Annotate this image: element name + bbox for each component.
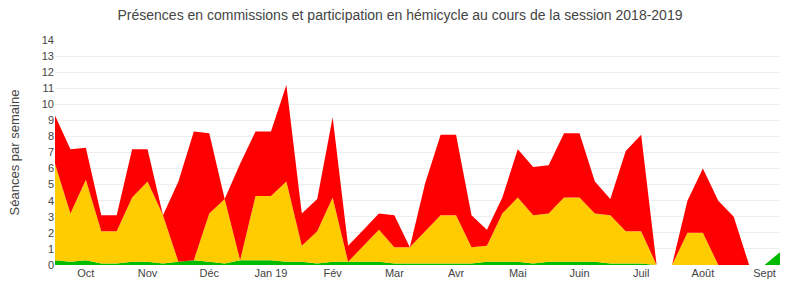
svg-text:Séances par semaine: Séances par semaine: [7, 90, 22, 216]
svg-text:6: 6: [48, 162, 54, 174]
svg-text:5: 5: [48, 178, 54, 190]
svg-text:Avr: Avr: [448, 267, 465, 279]
svg-text:Oct: Oct: [77, 267, 94, 279]
svg-text:Juin: Juin: [569, 267, 589, 279]
svg-text:13: 13: [42, 50, 54, 62]
svg-text:Jan 19: Jan 19: [254, 267, 287, 279]
svg-text:12: 12: [42, 66, 54, 78]
svg-text:7: 7: [48, 146, 54, 158]
svg-text:Mar: Mar: [385, 267, 404, 279]
svg-text:Fév: Fév: [323, 267, 342, 279]
svg-text:14: 14: [42, 34, 54, 46]
svg-text:4: 4: [48, 195, 54, 207]
svg-text:Juil: Juil: [633, 267, 650, 279]
svg-text:10: 10: [42, 98, 54, 110]
svg-text:1: 1: [48, 243, 54, 255]
svg-text:8: 8: [48, 130, 54, 142]
svg-text:Sept: Sept: [753, 267, 776, 279]
svg-text:Mai: Mai: [509, 267, 527, 279]
svg-text:Présences en commissions et pa: Présences en commissions et participatio…: [118, 7, 683, 23]
svg-text:9: 9: [48, 114, 54, 126]
svg-text:Déc: Déc: [199, 267, 219, 279]
svg-text:Août: Août: [692, 267, 715, 279]
svg-text:2: 2: [48, 227, 54, 239]
svg-text:3: 3: [48, 211, 54, 223]
svg-text:Nov: Nov: [138, 267, 158, 279]
svg-text:11: 11: [43, 82, 54, 94]
svg-text:0: 0: [48, 259, 54, 271]
